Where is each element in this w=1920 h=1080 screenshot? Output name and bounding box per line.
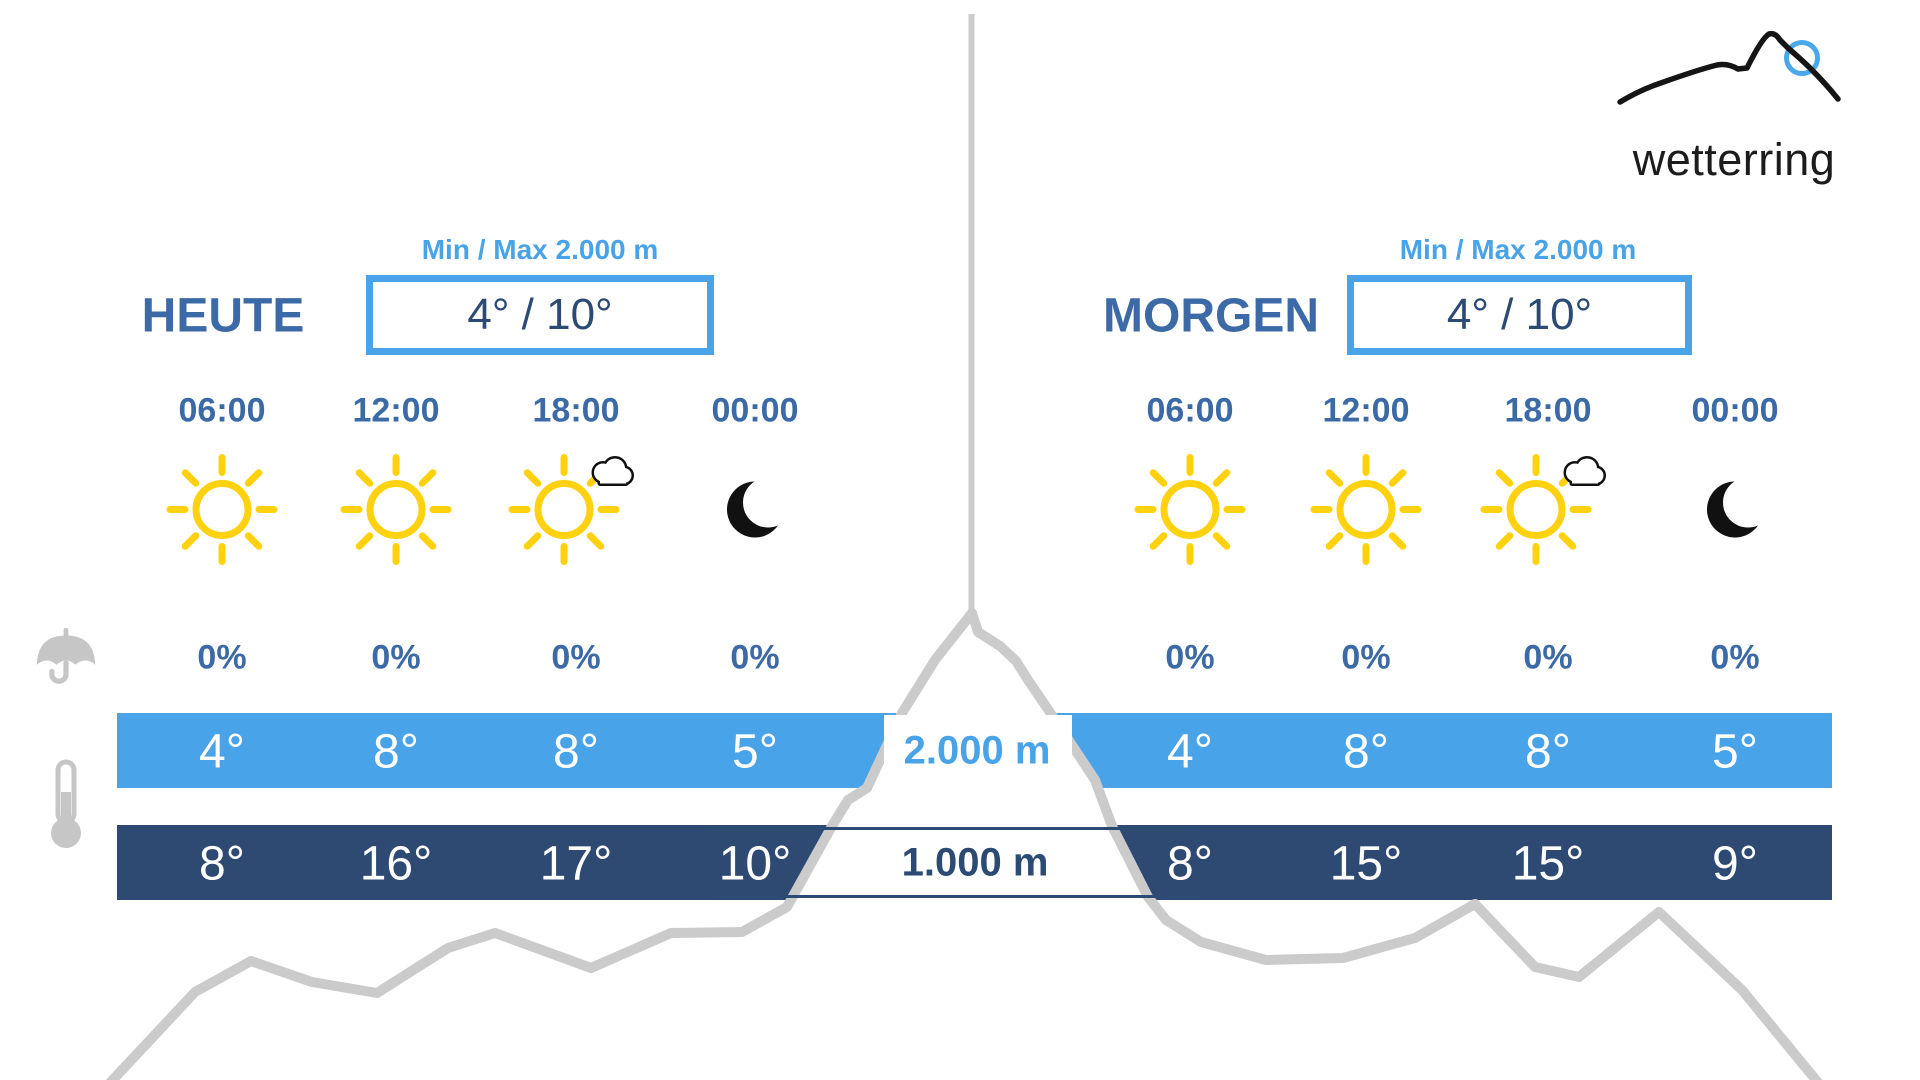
precipitation-probability: 0% [551,638,601,677]
day-heute-label: HEUTE [141,289,305,343]
temp-1000m-value: 8° [1167,837,1213,891]
temp-2000m-value: 8° [1343,725,1389,779]
precipitation-probability: 0% [371,638,421,677]
temp-1000m-value: 15° [1511,837,1585,891]
sun-cloud-icon [508,454,644,571]
morgen-minmax-caption: Min / Max 2.000 m [1399,234,1637,265]
temp-2000m-value: 8° [373,725,419,779]
temp-1000m-value: 10° [718,837,792,891]
logo-wordmark: wetterring [1632,134,1836,185]
morgen-minmax-box: 4° / 10° [1347,275,1692,355]
temp-1000m-value: 17° [539,837,613,891]
time-label: 12:00 [1322,391,1410,430]
sun-icon [340,454,452,571]
temp-2000m-value: 4° [1167,725,1213,779]
temp-2000m-value: 5° [732,725,778,779]
thermometer-icon [51,759,81,848]
heute-minmax-caption: Min / Max 2.000 m [421,234,659,265]
heute-minmax-value: 4° / 10° [467,290,613,339]
temp-1000m-value: 8° [199,837,245,891]
sun-icon [1310,454,1422,571]
moon-icon [699,454,811,571]
precipitation-probability: 0% [1710,638,1760,677]
sun-icon [166,454,278,571]
temp-2000m-value: 4° [199,725,245,779]
logo-mountain-line [1617,30,1841,105]
temp-1000m-value: 9° [1712,837,1758,891]
temp-2000m-value: 8° [553,725,599,779]
temp-1000m-value: 16° [359,837,433,891]
time-label: 12:00 [352,391,440,430]
umbrella-icon [36,628,96,684]
wetterring-logo: wetterring [1612,14,1856,185]
temp-1000m-value: 15° [1329,837,1403,891]
precipitation-probability: 0% [1165,638,1215,677]
time-label: 18:00 [1504,391,1592,430]
time-label: 18:00 [532,391,620,430]
sun-cloud-icon [1480,454,1616,571]
time-label: 00:00 [1691,391,1779,430]
time-label: 00:00 [711,391,799,430]
logo-sun-ring [1784,40,1820,76]
temp-2000m-value: 8° [1525,725,1571,779]
precipitation-probability: 0% [1341,638,1391,677]
temp-2000m-value: 5° [1712,725,1758,779]
heute-minmax-box: 4° / 10° [366,275,714,355]
mountain-sun-logo-icon [1617,30,1841,105]
day-morgen-label: MORGEN [1103,289,1319,343]
sun-icon [1134,454,1246,571]
moon-icon [1679,454,1791,571]
precipitation-probability: 0% [1523,638,1573,677]
morgen-minmax-value: 4° / 10° [1446,290,1593,339]
precipitation-probability: 0% [730,638,780,677]
precipitation-probability: 0% [197,638,247,677]
time-label: 06:00 [178,391,266,430]
time-label: 06:00 [1146,391,1234,430]
band-2000m-altitude-label: 2.000 m [903,728,1051,773]
band-1000m-altitude-label: 1.000 m [901,840,1049,885]
